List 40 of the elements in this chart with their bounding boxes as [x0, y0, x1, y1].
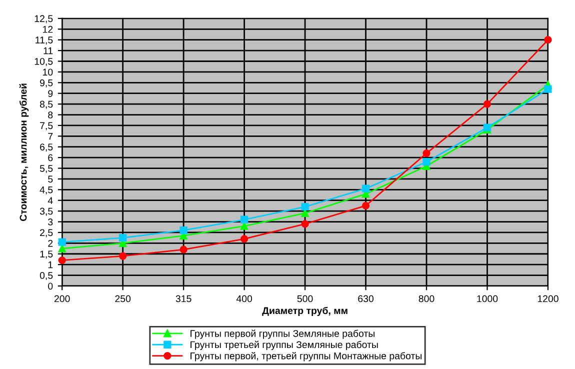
y-tick-label: 8 [48, 111, 53, 118]
y-tick-label: 12,5 [34, 15, 53, 24]
y-tick-label: 10,5 [34, 58, 53, 66]
y-tick-label: 4 [48, 197, 53, 204]
y-tick-label: 1,5 [40, 250, 53, 259]
legend-label: Грунты первой группы Земляные работы [190, 330, 374, 339]
y-tick-label: 0,5 [40, 272, 53, 280]
y-tick-label: 6,5 [40, 144, 53, 152]
y-tick-label: 9 [48, 90, 53, 97]
y-tick-label: 11 [44, 47, 53, 54]
y-tick-label: 12 [43, 26, 53, 33]
x-tick-label: 1200 [538, 295, 558, 302]
y-axis-title: Стоимость, миллион рублей [19, 84, 29, 221]
y-tick-label: 2,5 [40, 229, 53, 238]
y-tick-label: 0 [48, 282, 53, 290]
y-tick-label: 5,5 [40, 165, 53, 174]
y-tick-label: 5 [48, 176, 53, 183]
y-tick-label: 8,5 [40, 100, 53, 109]
y-tick-label: 4,5 [40, 186, 53, 194]
x-axis-title: Диаметр труб, мм [262, 306, 348, 316]
x-tick-label: 800 [418, 295, 434, 302]
y-tick-label: 11,5 [36, 36, 53, 45]
x-tick-label: 250 [115, 295, 131, 302]
y-tick-label: 1 [48, 261, 53, 268]
x-tick-label: 500 [297, 295, 313, 302]
y-tick-label: 7 [48, 132, 53, 140]
y-tick-label: 2 [48, 240, 53, 247]
y-tick-label: 6 [48, 154, 53, 162]
x-tick-label: 200 [54, 295, 70, 302]
y-tick-label: 3 [48, 218, 53, 226]
x-tick-label: 315 [176, 295, 192, 302]
x-tick-label: 1000 [477, 295, 498, 302]
legend-label: Грунты третьей группы Земляные работы [190, 340, 378, 350]
x-tick-label: 400 [236, 295, 252, 302]
y-tick-label: 7,5 [40, 122, 53, 130]
y-tick-label: 3,5 [40, 208, 53, 216]
y-tick-label: 10 [43, 68, 53, 76]
legend-label: Грунты первой, третьей группы Монтажные работы [190, 352, 422, 362]
x-tick-label: 630 [358, 295, 374, 302]
y-tick-label: 9,5 [40, 79, 53, 88]
